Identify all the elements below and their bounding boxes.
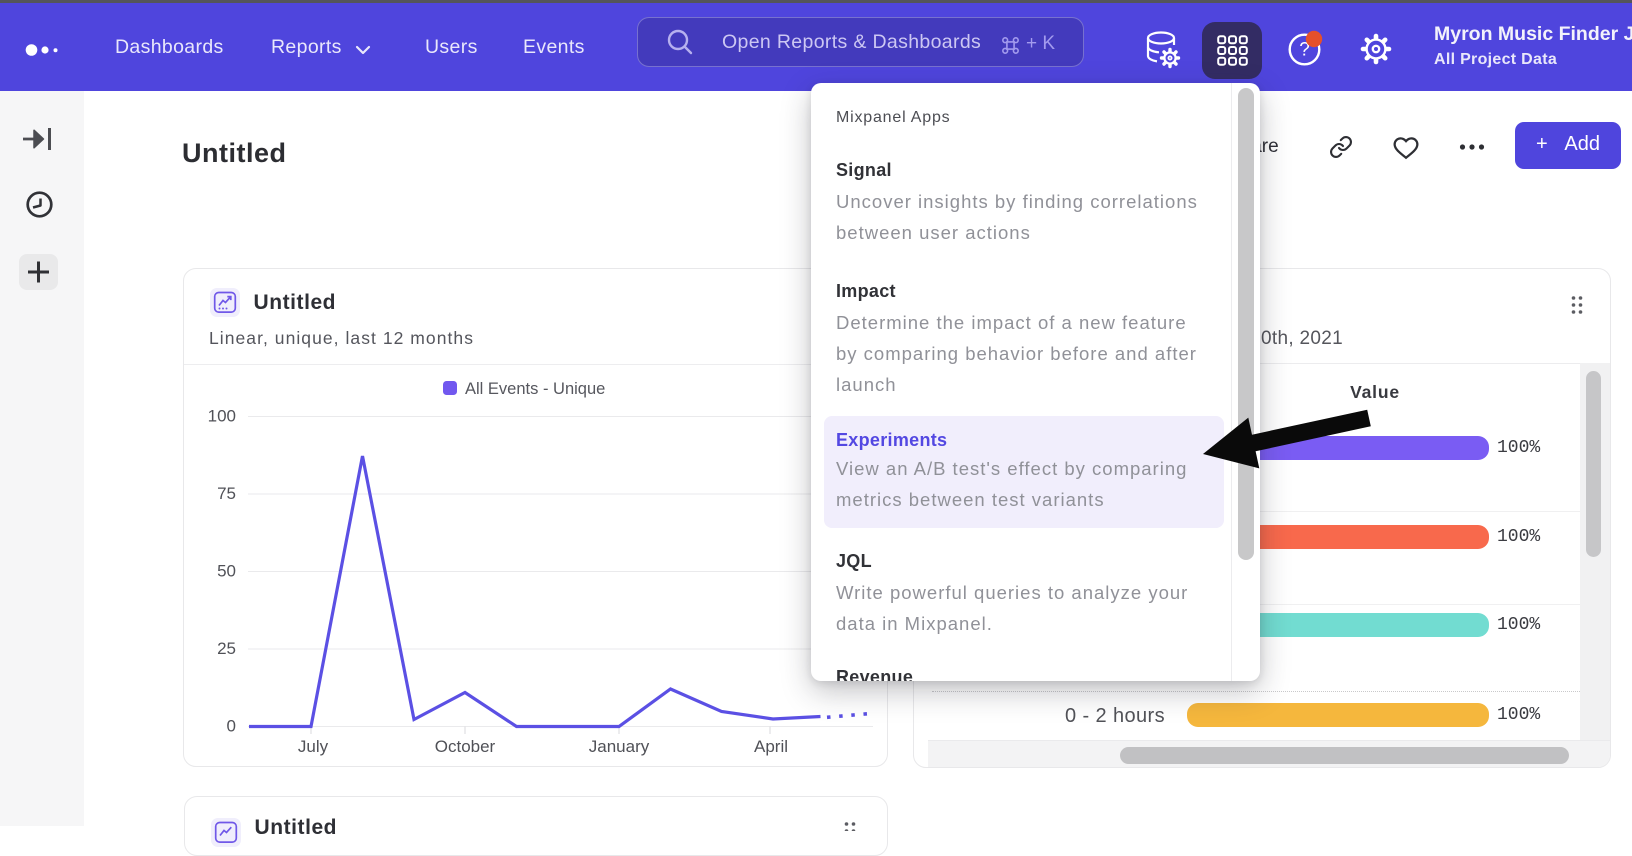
svg-text:75: 75 [217, 484, 236, 503]
svg-text:0: 0 [227, 717, 236, 736]
svg-text:50: 50 [217, 562, 236, 581]
svg-text:25: 25 [217, 639, 236, 658]
svg-text:100: 100 [208, 407, 236, 426]
svg-text:All Events - Unique: All Events - Unique [465, 380, 605, 398]
svg-text:July: July [298, 737, 329, 756]
svg-text:October: October [435, 737, 496, 756]
svg-text:?: ? [1299, 40, 1310, 61]
svg-text:April: April [754, 737, 788, 756]
svg-text:January: January [589, 737, 650, 756]
